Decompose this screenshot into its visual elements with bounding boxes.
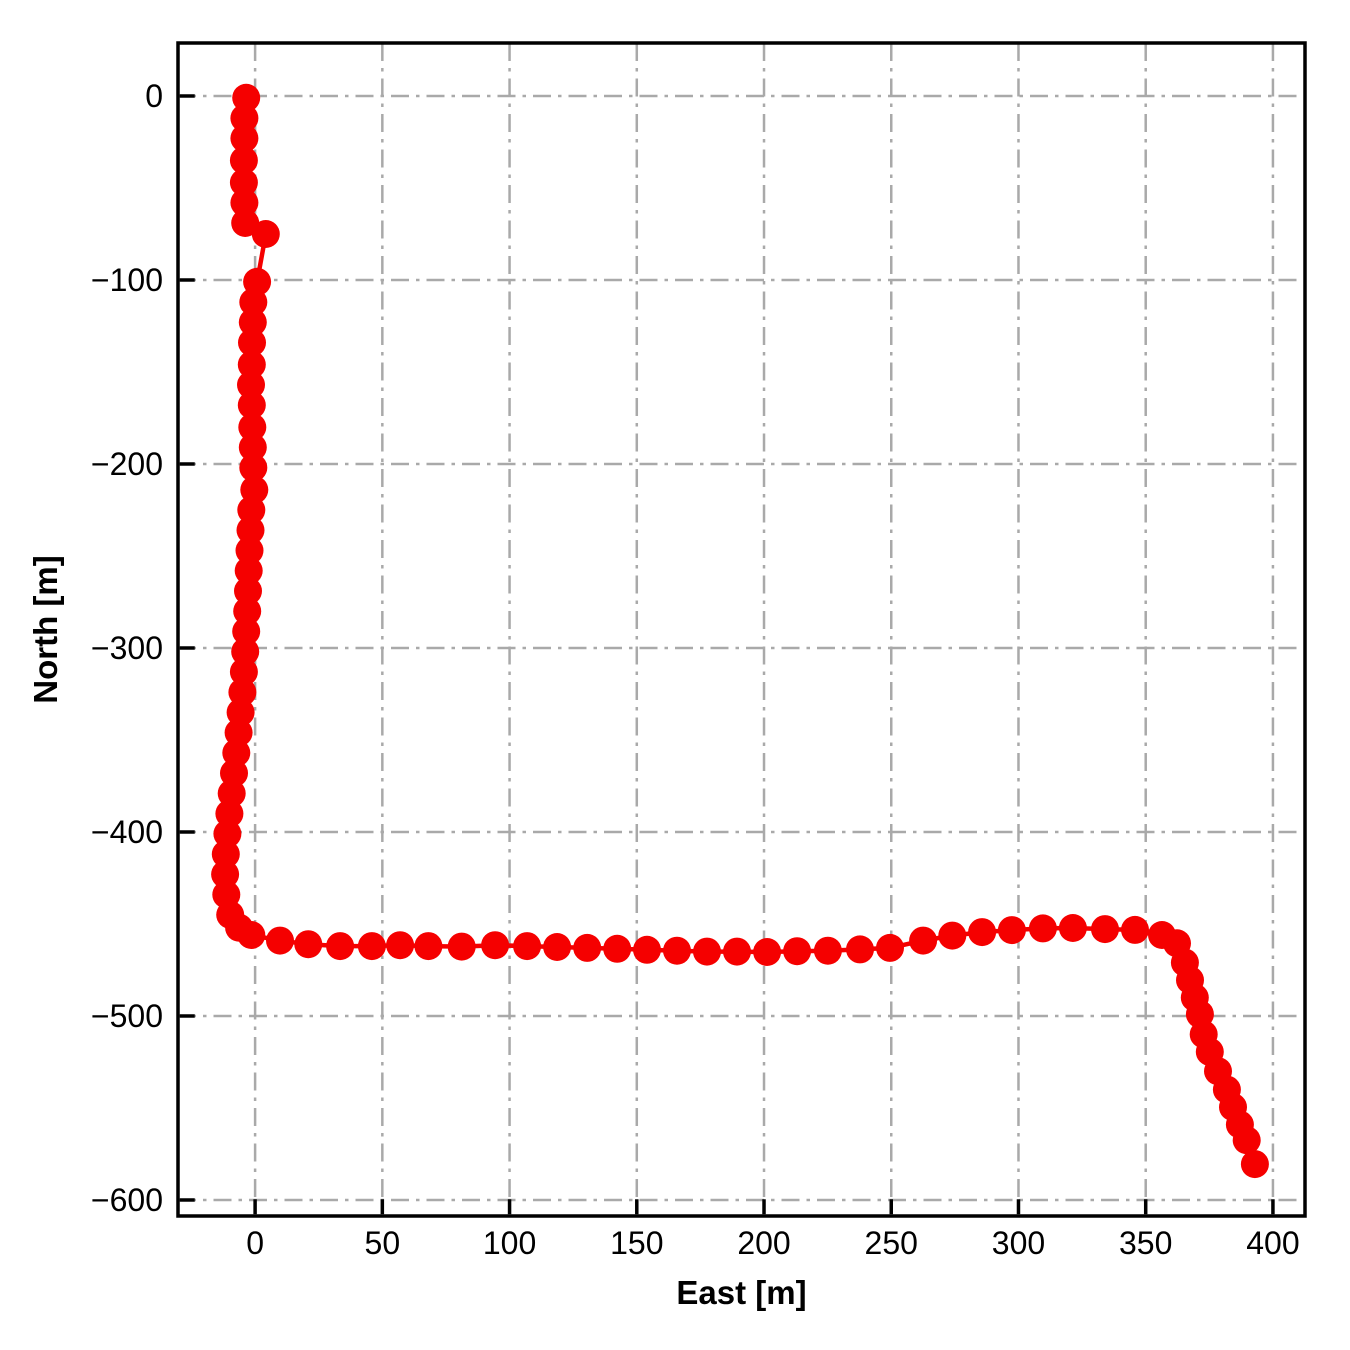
y-tick-label: −600 [91, 1182, 163, 1218]
trajectory-point [237, 391, 266, 420]
trajectory-point [1091, 915, 1119, 944]
trajectory-point [211, 840, 240, 869]
trajectory-point [226, 698, 255, 727]
trajectory-point [513, 932, 542, 961]
y-tick-label: −200 [91, 446, 163, 482]
trajectory-point [357, 932, 386, 961]
trajectory-point [543, 933, 572, 961]
x-tick-label: 0 [246, 1225, 264, 1261]
trajectory-point [447, 932, 476, 961]
x-tick-label: 350 [1119, 1225, 1172, 1261]
tick-labels: 0 50 100 150 200 250 300 350 400 0 −100 −200 −300 −40… [91, 78, 1300, 1261]
axes-frame [176, 41, 1307, 1218]
trajectory-point [230, 188, 259, 217]
trajectory-point [235, 536, 264, 565]
y-tick-label: −100 [91, 262, 163, 298]
trajectory-point [414, 932, 443, 961]
trajectory-point [997, 916, 1026, 945]
x-tick-label: 150 [610, 1225, 663, 1261]
y-tick-label: −300 [91, 630, 163, 666]
trajectory-point [231, 209, 260, 237]
trajectory-point [326, 932, 355, 961]
trajectory-point [386, 931, 415, 960]
trajectory-point [229, 146, 258, 175]
trajectory-point [237, 370, 265, 399]
trajectory-point [846, 935, 874, 964]
trajectory-point [215, 799, 244, 828]
trajectory-point [234, 556, 263, 585]
trajectory-point [938, 921, 967, 950]
trajectory-point [663, 936, 691, 965]
x-tick-label: 250 [865, 1225, 918, 1261]
trajectory-point [876, 933, 904, 962]
trajectory-point [1058, 914, 1087, 942]
trajectory-point [230, 124, 259, 153]
trajectory-point [1121, 915, 1149, 944]
trajectory-point [228, 678, 257, 707]
trajectory-point [213, 819, 242, 848]
trajectory-point [238, 328, 266, 357]
x-tick-label: 50 [365, 1225, 401, 1261]
trajectory-point [1232, 1126, 1261, 1155]
trajectory-point [232, 617, 261, 646]
axis-ticks [179, 94, 1275, 1215]
trajectory-point [481, 931, 510, 960]
trajectory-point [220, 759, 248, 788]
trajectory-point [232, 83, 261, 112]
trajectory-point [229, 657, 258, 686]
trajectory-point [294, 930, 323, 959]
trajectory-point [693, 937, 721, 966]
trajectory-point [233, 597, 262, 626]
y-tick-label: −500 [91, 998, 163, 1034]
trajectory-point [266, 926, 294, 955]
trajectory-point [230, 104, 259, 133]
trajectory-point [237, 350, 266, 379]
trajectory-point [723, 937, 751, 966]
trajectory-point [239, 288, 268, 317]
x-tick-label: 100 [483, 1225, 536, 1261]
trajectory-point [813, 936, 842, 965]
trajectory-point [217, 779, 246, 808]
trajectory-point [573, 933, 602, 962]
grid-lines [178, 43, 1305, 1216]
trajectory-point [783, 937, 812, 966]
trajectory-point [603, 934, 632, 963]
trajectory-point [968, 918, 997, 947]
y-axis-title: North [m] [27, 555, 64, 703]
trajectory-point [1028, 914, 1057, 943]
y-tick-label: −400 [91, 814, 163, 850]
trajectory-point [237, 496, 266, 524]
trajectory-line [222, 95, 1258, 1167]
trajectory-point [909, 926, 938, 955]
trajectory-point [753, 938, 782, 966]
x-tick-label: 300 [992, 1225, 1045, 1261]
trajectory-point [211, 860, 240, 889]
trajectory-point [633, 935, 661, 964]
trajectory-point [238, 413, 267, 442]
trajectory-point [238, 433, 267, 462]
trajectory-point [238, 308, 267, 337]
trajectory-point [239, 453, 268, 482]
x-tick-label: 200 [737, 1225, 790, 1261]
trajectory-markers [211, 83, 1269, 1179]
trajectory-point [1240, 1150, 1269, 1179]
x-axis-title: East [m] [676, 1274, 806, 1311]
trajectory-point [224, 718, 253, 747]
y-tick-label: 0 [145, 78, 163, 114]
trajectory-point [222, 738, 251, 767]
trajectory-point [234, 577, 262, 605]
x-tick-label: 400 [1246, 1225, 1299, 1261]
trajectory-point [231, 637, 260, 666]
trajectory-point [237, 921, 266, 949]
trajectory-point [236, 516, 265, 545]
trajectory-point [229, 168, 258, 197]
trajectory-point [251, 220, 280, 248]
